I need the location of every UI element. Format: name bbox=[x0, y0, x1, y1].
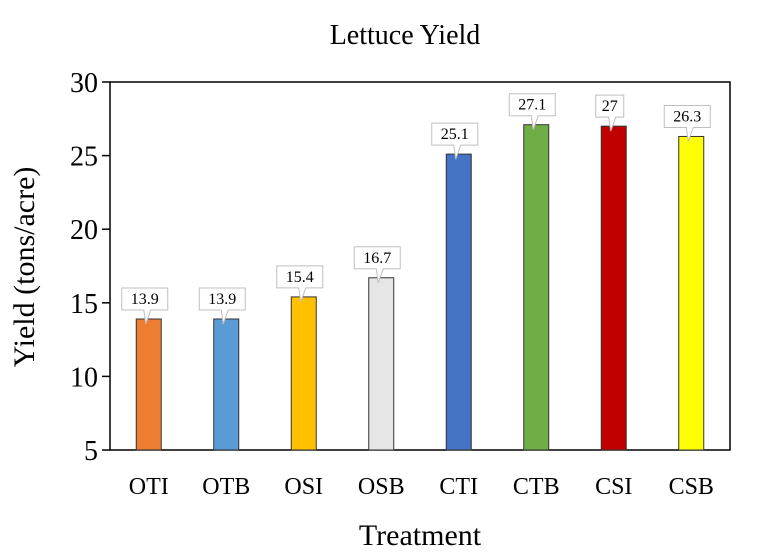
bars bbox=[135, 124, 705, 451]
bar-osb bbox=[368, 277, 395, 451]
bar-osi bbox=[290, 296, 317, 451]
data-label-osb: 16.7 bbox=[353, 246, 401, 283]
x-axis-ticks: OTI OTB OSI OSB CTI CTB CSI CSB bbox=[129, 474, 714, 500]
x-tick-label: OSB bbox=[358, 474, 405, 500]
x-tick-label: CTI bbox=[439, 474, 478, 500]
data-label-text: 13.9 bbox=[208, 291, 236, 308]
bar-otb bbox=[213, 318, 240, 451]
data-label-text: 25.1 bbox=[441, 126, 469, 143]
y-axis-label: Yield (tons/acre) bbox=[8, 167, 41, 368]
x-tick-label: CTB bbox=[513, 474, 560, 500]
bar-cti bbox=[445, 153, 472, 451]
x-tick-label: OTB bbox=[202, 474, 250, 500]
data-label-callout bbox=[431, 122, 479, 160]
bar-ctb bbox=[523, 124, 550, 451]
data-label-text: 26.3 bbox=[673, 108, 701, 125]
data-label-callout bbox=[595, 94, 625, 132]
data-label-callout bbox=[353, 246, 401, 283]
x-tick-label: CSI bbox=[595, 474, 632, 500]
data-label-text: 15.4 bbox=[286, 269, 314, 286]
data-label-osi: 15.4 bbox=[276, 265, 324, 303]
data-label-callout bbox=[198, 287, 246, 325]
data-label-otb: 13.9 bbox=[198, 287, 246, 325]
y-tick-label: 30 bbox=[70, 68, 98, 99]
y-axis-ticks: 5 10 15 20 25 30 bbox=[70, 68, 110, 467]
data-label-text: 16.7 bbox=[363, 250, 391, 267]
data-label-oti: 13.9 bbox=[121, 287, 169, 325]
data-labels: 13.9 13.9 15.4 16.7 25.1 27.1 27 26.3 bbox=[121, 93, 711, 325]
bar-csb bbox=[678, 135, 705, 451]
y-tick-label: 15 bbox=[70, 289, 98, 320]
y-tick-label: 10 bbox=[70, 362, 98, 393]
data-label-csb: 26.3 bbox=[663, 104, 711, 142]
x-axis-label: Treatment bbox=[359, 519, 482, 552]
x-tick-label: OSI bbox=[284, 474, 323, 500]
data-label-text: 27.1 bbox=[518, 97, 546, 114]
data-label-callout bbox=[121, 287, 169, 325]
data-label-ctb: 27.1 bbox=[508, 93, 556, 130]
data-label-cti: 25.1 bbox=[431, 122, 479, 160]
bar-csi bbox=[600, 125, 627, 451]
data-label-csi: 27 bbox=[595, 94, 625, 132]
y-tick-label: 20 bbox=[70, 215, 98, 246]
x-tick-label: CSB bbox=[669, 474, 714, 500]
data-label-callout bbox=[663, 104, 711, 142]
data-label-text: 27 bbox=[602, 98, 618, 115]
x-tick-label: OTI bbox=[129, 474, 169, 500]
bar-oti bbox=[135, 318, 162, 451]
data-label-text: 13.9 bbox=[131, 291, 159, 308]
y-tick-label: 25 bbox=[70, 142, 98, 173]
data-label-callout bbox=[276, 265, 324, 303]
chart-title: Lettuce Yield bbox=[330, 20, 481, 51]
data-label-callout bbox=[508, 93, 556, 130]
y-tick-label: 5 bbox=[84, 436, 98, 467]
plot-frame bbox=[109, 81, 731, 451]
